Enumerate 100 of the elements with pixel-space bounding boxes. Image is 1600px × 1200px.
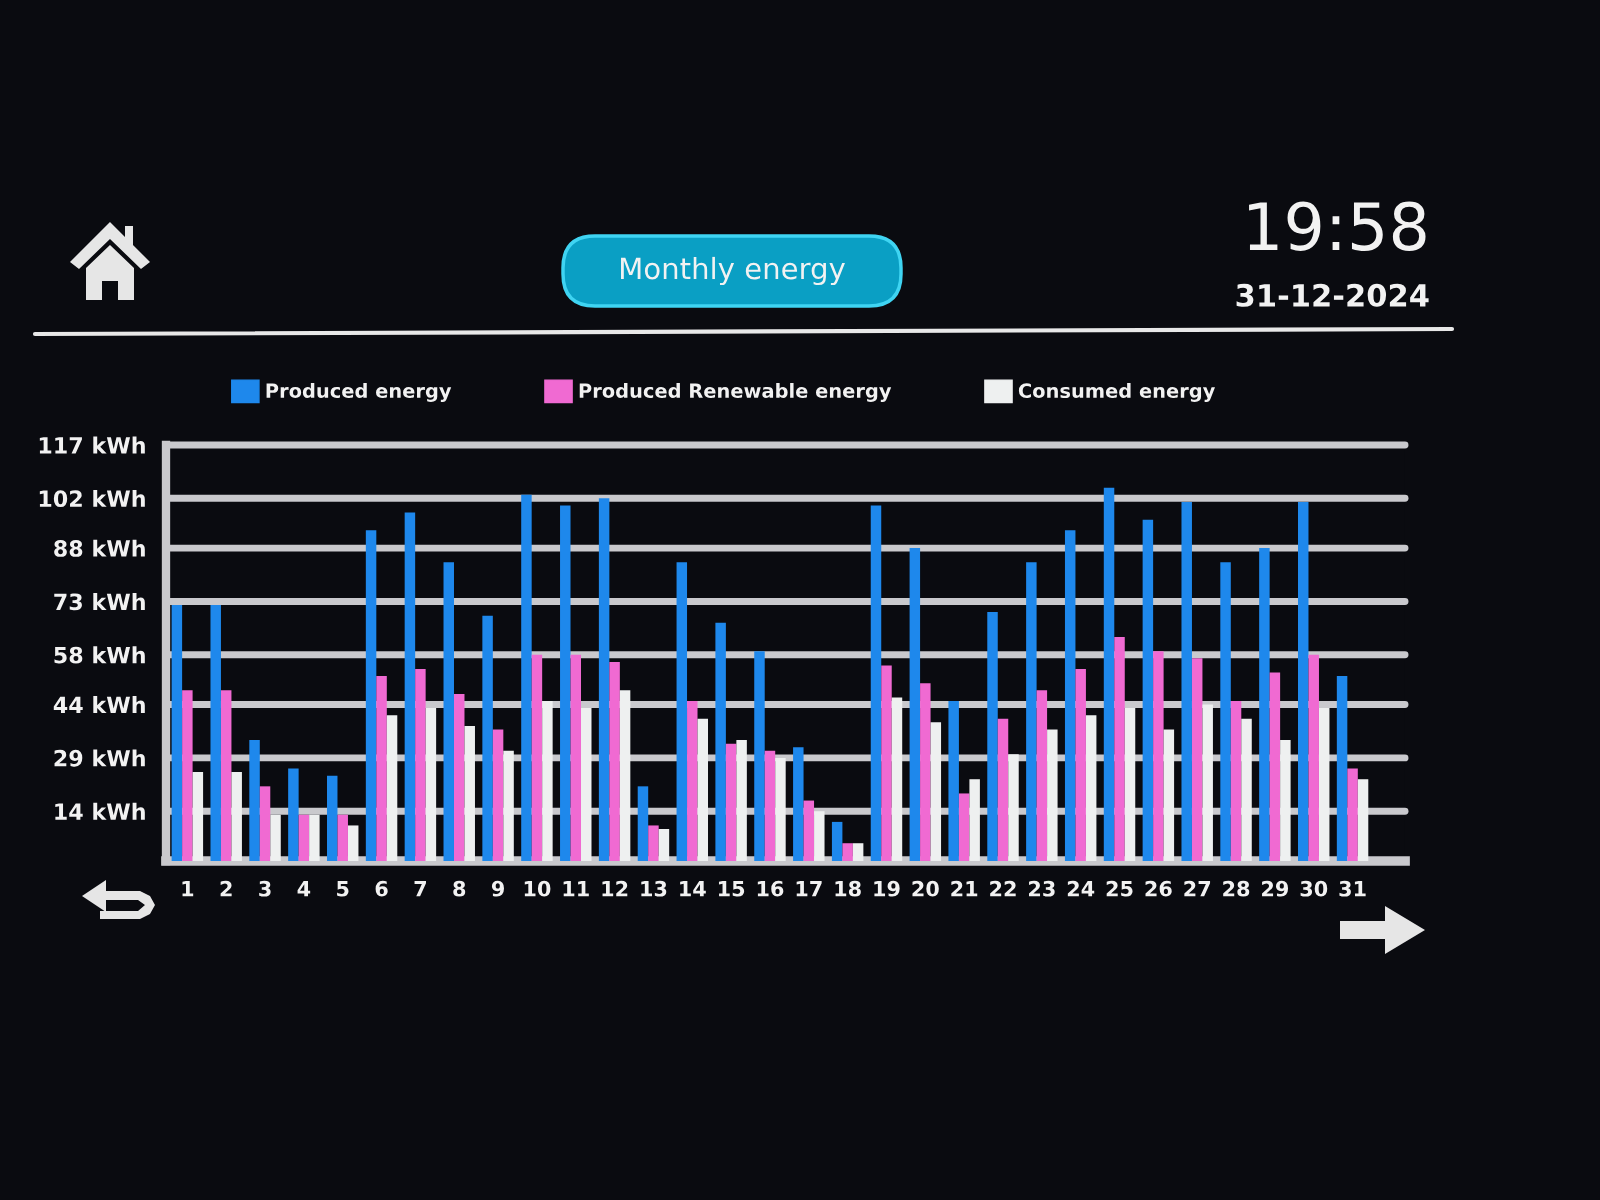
bar — [1153, 651, 1164, 861]
x-tick-label: 31 — [1339, 880, 1366, 897]
text: 19:58 — [1249, 201, 1426, 251]
x-tick-label: 25 — [1106, 880, 1133, 897]
x-tick-label: 9 — [491, 880, 504, 897]
bar — [560, 505, 571, 861]
x-tick-label: 28 — [1223, 880, 1250, 897]
bar — [814, 811, 825, 861]
bar — [192, 772, 204, 861]
bar — [997, 718, 1009, 861]
x-tick-label: 26 — [1145, 880, 1172, 897]
y-tick-label: 44 kWh — [53, 696, 145, 713]
x-tick-label: 18 — [835, 880, 861, 897]
x-tick-label: 8 — [453, 880, 466, 897]
x-tick-label: 6 — [375, 880, 388, 897]
bar — [619, 690, 631, 861]
bar — [1347, 768, 1358, 861]
bar — [637, 786, 649, 861]
bar — [1308, 654, 1319, 861]
bar — [521, 494, 532, 861]
legend-label: Produced Renewable energy — [579, 383, 892, 402]
bar — [570, 654, 582, 861]
bar — [754, 651, 765, 861]
legend-label: Produced energy — [266, 383, 452, 402]
bar — [482, 615, 493, 861]
x-tick-label: 1 — [182, 881, 194, 897]
bar — [503, 750, 514, 861]
bar — [492, 729, 504, 861]
x-tick-label: 23 — [1029, 880, 1055, 897]
bar — [259, 786, 271, 861]
bar — [1202, 704, 1213, 861]
bar — [376, 676, 387, 861]
bar — [1220, 562, 1231, 861]
bar — [365, 530, 377, 861]
bar — [715, 622, 726, 861]
bar — [987, 612, 998, 861]
y-tick-label: 14 kWh — [55, 802, 145, 820]
bar — [658, 829, 670, 861]
bar — [1259, 548, 1270, 861]
bar — [1114, 637, 1125, 861]
bar — [270, 814, 281, 861]
bar — [697, 718, 709, 861]
x-tick-label: 16 — [757, 880, 784, 897]
bar — [298, 814, 310, 861]
x-tick-label: 13 — [641, 880, 667, 897]
bar — [443, 562, 454, 861]
bar — [969, 779, 980, 861]
bar — [1336, 676, 1348, 861]
bar — [1191, 658, 1203, 861]
bar — [386, 715, 398, 861]
legend-label: Consumed energy — [1018, 383, 1215, 402]
bar — [831, 821, 843, 861]
bar — [930, 722, 942, 861]
bar — [454, 693, 465, 861]
bar — [1163, 729, 1175, 861]
bar — [1036, 690, 1048, 861]
y-tick-label: 102 kWh — [39, 489, 145, 508]
bar — [1241, 718, 1252, 861]
bar — [842, 843, 853, 861]
bar — [881, 665, 892, 861]
x-tick-label: 5 — [337, 881, 349, 897]
bar — [581, 708, 592, 861]
bar — [210, 605, 221, 861]
bar — [288, 768, 299, 861]
bar — [598, 498, 610, 861]
x-tick-label: 4 — [297, 881, 311, 897]
x-tick-label: 12 — [602, 880, 628, 897]
x-tick-label: 3 — [259, 880, 271, 897]
text: 31-12-2024 — [1236, 283, 1429, 307]
x-tick-label: 20 — [912, 880, 939, 897]
bar — [1142, 519, 1154, 861]
y-tick-label: 88 kWh — [54, 539, 145, 557]
y-tick-label: 117 kWh — [39, 436, 145, 454]
bar — [1357, 779, 1369, 861]
bar — [948, 701, 959, 861]
x-tick-label: 29 — [1262, 880, 1289, 897]
bar — [736, 740, 747, 861]
bar — [1318, 708, 1330, 861]
bar — [231, 772, 242, 861]
bar — [1026, 562, 1037, 861]
x-tick-label: 2 — [220, 880, 232, 897]
bar — [870, 505, 882, 861]
bar — [1230, 701, 1242, 861]
bar — [764, 750, 776, 861]
bar — [852, 843, 864, 861]
bar — [1008, 754, 1019, 861]
bar — [648, 825, 659, 861]
y-tick-label: 58 kWh — [54, 646, 145, 664]
x-tick-label: 19 — [874, 880, 900, 897]
bar — [1075, 669, 1086, 861]
x-tick-label: 14 — [680, 881, 706, 897]
y-tick-label: 73 kWh — [54, 593, 145, 611]
y-tick-label: 29 kWh — [54, 749, 145, 767]
bar — [891, 697, 903, 861]
x-tick-label: 22 — [990, 880, 1016, 897]
x-tick-label: 27 — [1184, 880, 1211, 897]
bar — [1280, 740, 1291, 861]
bar — [249, 740, 260, 861]
bar — [1085, 715, 1097, 861]
bar — [725, 743, 737, 861]
